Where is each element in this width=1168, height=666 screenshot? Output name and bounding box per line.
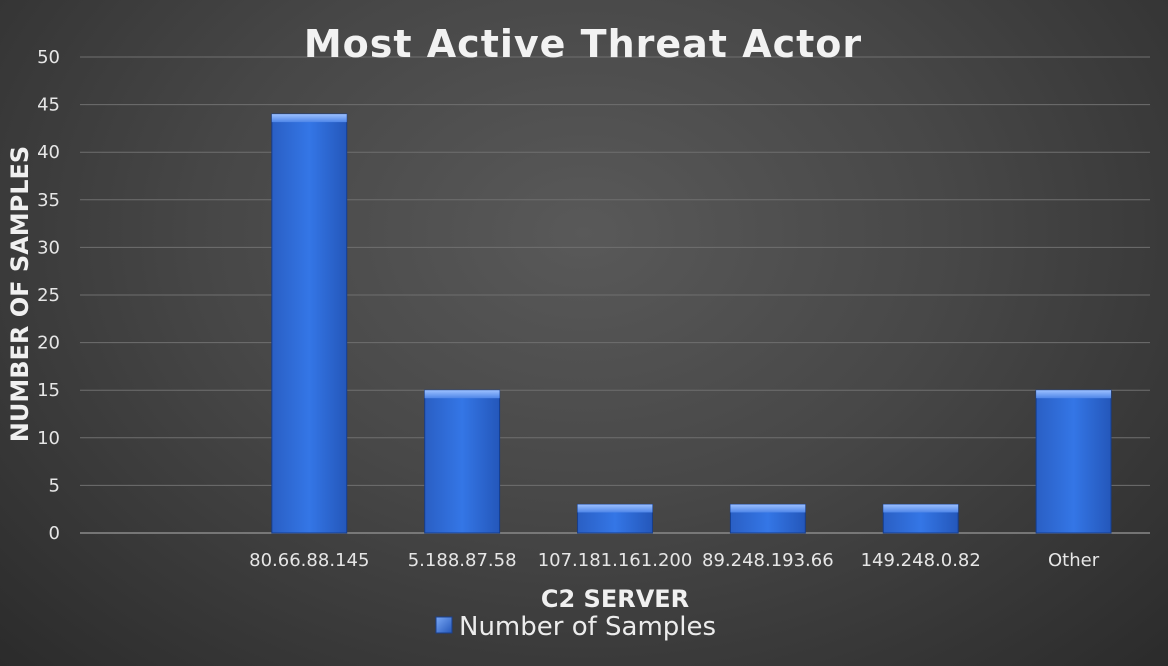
bar <box>271 113 348 534</box>
bar-body <box>424 389 501 534</box>
y-tick-label: 15 <box>37 380 60 401</box>
bar <box>577 503 653 534</box>
x-tick-label: 149.248.0.82 <box>861 550 981 571</box>
bar-highlight <box>730 504 806 513</box>
y-axis-ticks: 0 5 10 15 20 25 30 35 40 45 50 <box>37 47 60 544</box>
y-tick-label: 30 <box>37 237 60 258</box>
bar-body <box>1035 389 1112 534</box>
x-tick-label: 107.181.161.200 <box>538 550 693 571</box>
bar-body <box>271 113 348 534</box>
y-tick-label: 5 <box>49 475 60 496</box>
y-tick-label: 20 <box>37 333 60 354</box>
legend-label: Number of Samples <box>459 612 716 642</box>
y-tick-label: 35 <box>37 190 60 211</box>
x-tick-label: 89.248.193.66 <box>702 550 834 571</box>
chart-title: Most Active Threat Actor <box>304 22 862 66</box>
y-tick-label: 40 <box>37 142 60 163</box>
y-axis-label: NUMBER OF SAMPLES <box>6 146 34 442</box>
x-axis-ticks: 80.66.88.145 5.188.87.58 107.181.161.200 89… <box>249 550 1100 571</box>
y-tick-label: 25 <box>37 285 60 306</box>
bar <box>1035 389 1112 534</box>
gridlines <box>80 56 1150 534</box>
x-tick-label: Other <box>1048 550 1100 571</box>
bar <box>424 389 501 534</box>
bar-highlight <box>883 504 959 513</box>
y-tick-label: 10 <box>37 428 60 449</box>
y-tick-label: 0 <box>49 523 60 544</box>
bar-highlight <box>1036 390 1112 399</box>
bar-highlight <box>577 504 653 513</box>
x-tick-label: 5.188.87.58 <box>408 550 517 571</box>
x-axis-label: C2 SERVER <box>541 585 689 613</box>
y-tick-label: 50 <box>37 47 60 68</box>
bar-highlight <box>424 390 500 399</box>
legend-swatch <box>435 616 453 634</box>
bars <box>271 113 1112 534</box>
bar <box>882 503 959 534</box>
bar-highlight <box>271 114 347 123</box>
bar <box>729 503 806 534</box>
y-tick-label: 45 <box>37 95 60 116</box>
legend: Number of Samples <box>435 612 716 642</box>
x-tick-label: 80.66.88.145 <box>249 550 369 571</box>
